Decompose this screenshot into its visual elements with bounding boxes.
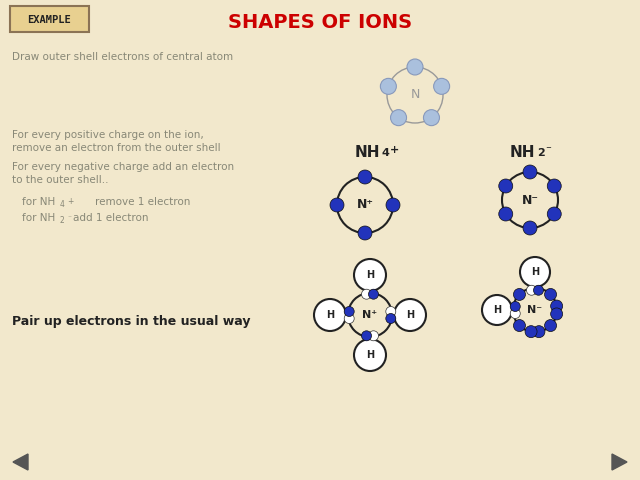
Text: remove an electron from the outer shell: remove an electron from the outer shell bbox=[12, 143, 221, 153]
Text: N⁻: N⁻ bbox=[522, 193, 538, 206]
Circle shape bbox=[394, 299, 426, 331]
Circle shape bbox=[344, 313, 354, 324]
Circle shape bbox=[386, 307, 396, 316]
Circle shape bbox=[330, 198, 344, 212]
Text: to the outer shell..: to the outer shell.. bbox=[12, 175, 109, 185]
Text: H: H bbox=[531, 267, 539, 277]
Text: NH: NH bbox=[510, 145, 536, 160]
Text: Pair up electrons in the usual way: Pair up electrons in the usual way bbox=[12, 315, 250, 328]
Text: 4: 4 bbox=[382, 148, 390, 158]
Circle shape bbox=[547, 179, 561, 193]
Text: remove 1 electron: remove 1 electron bbox=[95, 197, 190, 207]
Circle shape bbox=[314, 299, 346, 331]
Text: 2: 2 bbox=[537, 148, 545, 158]
Circle shape bbox=[550, 308, 563, 320]
Circle shape bbox=[545, 288, 557, 300]
Circle shape bbox=[390, 109, 406, 126]
Text: N⁺: N⁺ bbox=[362, 310, 378, 320]
Text: H: H bbox=[326, 310, 334, 320]
Text: for NH: for NH bbox=[22, 213, 55, 223]
Text: ⁻: ⁻ bbox=[545, 145, 551, 155]
Text: N: N bbox=[410, 88, 420, 101]
Text: +: + bbox=[67, 197, 74, 206]
Circle shape bbox=[513, 288, 525, 300]
Text: H: H bbox=[366, 350, 374, 360]
Text: H: H bbox=[366, 270, 374, 280]
Circle shape bbox=[362, 331, 371, 341]
Circle shape bbox=[344, 307, 354, 316]
Circle shape bbox=[354, 339, 386, 371]
Circle shape bbox=[523, 165, 537, 179]
Circle shape bbox=[525, 325, 537, 337]
Text: H: H bbox=[406, 310, 414, 320]
Circle shape bbox=[533, 325, 545, 337]
Circle shape bbox=[523, 221, 537, 235]
Circle shape bbox=[513, 320, 525, 332]
Circle shape bbox=[545, 320, 557, 332]
Circle shape bbox=[354, 259, 386, 291]
Circle shape bbox=[369, 331, 378, 341]
FancyBboxPatch shape bbox=[10, 6, 89, 32]
Text: ⁻: ⁻ bbox=[67, 213, 71, 222]
Text: N⁺: N⁺ bbox=[356, 199, 374, 212]
Circle shape bbox=[369, 289, 378, 299]
Circle shape bbox=[482, 295, 512, 325]
Circle shape bbox=[407, 59, 423, 75]
Text: 4: 4 bbox=[60, 200, 65, 209]
Text: For every positive charge on the ion,: For every positive charge on the ion, bbox=[12, 130, 204, 140]
Circle shape bbox=[424, 109, 440, 126]
Text: 2: 2 bbox=[60, 216, 65, 225]
Circle shape bbox=[380, 78, 396, 95]
Text: add 1 electron: add 1 electron bbox=[73, 213, 148, 223]
Text: for NH: for NH bbox=[22, 197, 55, 207]
Circle shape bbox=[499, 207, 513, 221]
Circle shape bbox=[434, 78, 450, 95]
Circle shape bbox=[386, 313, 396, 324]
Text: For every negative charge add an electron: For every negative charge add an electro… bbox=[12, 162, 234, 172]
Polygon shape bbox=[612, 454, 627, 470]
Circle shape bbox=[534, 285, 543, 295]
Text: H: H bbox=[493, 305, 501, 315]
Text: EXAMPLE: EXAMPLE bbox=[27, 15, 71, 25]
Circle shape bbox=[510, 309, 520, 319]
Circle shape bbox=[510, 301, 520, 312]
Circle shape bbox=[358, 170, 372, 184]
Text: +: + bbox=[390, 145, 399, 155]
Circle shape bbox=[386, 198, 400, 212]
Polygon shape bbox=[13, 454, 28, 470]
Circle shape bbox=[499, 179, 513, 193]
Text: SHAPES OF IONS: SHAPES OF IONS bbox=[228, 12, 412, 32]
Circle shape bbox=[358, 226, 372, 240]
Text: N⁻: N⁻ bbox=[527, 305, 543, 315]
Circle shape bbox=[527, 285, 536, 295]
Circle shape bbox=[550, 300, 563, 312]
Circle shape bbox=[362, 289, 371, 299]
Text: NH: NH bbox=[355, 145, 381, 160]
Circle shape bbox=[520, 257, 550, 287]
Circle shape bbox=[547, 207, 561, 221]
Text: Draw outer shell electrons of central atom: Draw outer shell electrons of central at… bbox=[12, 52, 233, 62]
